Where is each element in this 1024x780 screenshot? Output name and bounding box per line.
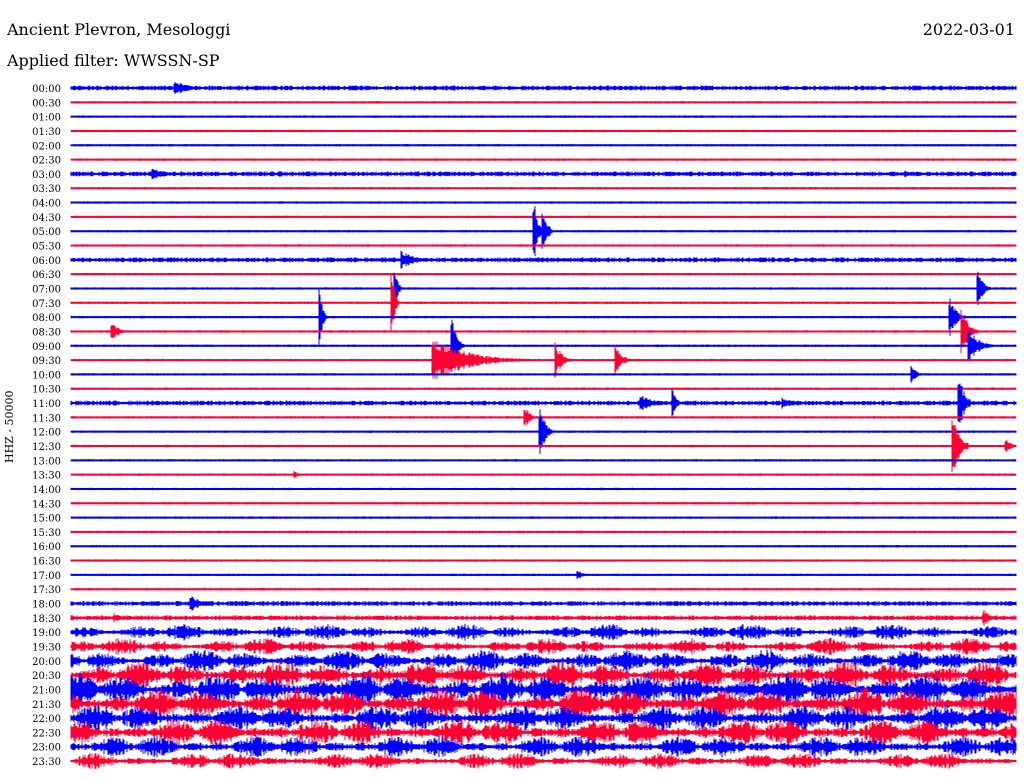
row-time-label: 16:00 <box>32 542 61 553</box>
row-time-label: 13:00 <box>32 456 61 467</box>
row-time-label: 07:00 <box>32 284 61 295</box>
row-time-label: 23:30 <box>32 757 61 768</box>
row-time-label: 17:30 <box>32 585 61 596</box>
row-time-label: 12:30 <box>32 442 61 453</box>
row-time-label: 01:00 <box>32 113 61 124</box>
row-time-label: 01:30 <box>32 127 61 138</box>
row-time-label: 16:30 <box>32 557 61 568</box>
row-time-label: 00:30 <box>32 98 61 109</box>
row-time-label: 21:00 <box>32 685 61 696</box>
row-time-label: 14:30 <box>32 499 61 510</box>
row-time-label: 07:30 <box>32 299 61 310</box>
row-time-label: 11:30 <box>32 413 61 424</box>
row-time-label: 06:00 <box>32 256 61 267</box>
row-time-label: 04:30 <box>32 213 61 224</box>
row-time-label: 12:00 <box>32 428 61 439</box>
row-time-label: 08:00 <box>32 313 61 324</box>
filter-label: Applied filter: WWSSN-SP <box>7 51 220 70</box>
date-label: 2022-03-01 <box>922 20 1015 39</box>
row-time-label: 20:00 <box>32 657 61 668</box>
row-time-label: 23:00 <box>32 743 61 754</box>
row-time-label: 09:30 <box>32 356 61 367</box>
row-time-label: 13:30 <box>32 471 61 482</box>
row-time-label: 18:30 <box>32 614 61 625</box>
row-time-label: 05:30 <box>32 242 61 253</box>
row-time-label: 08:30 <box>32 327 61 338</box>
row-time-label: 06:30 <box>32 270 61 281</box>
row-time-label: 17:00 <box>32 571 61 582</box>
row-time-label: 14:00 <box>32 485 61 496</box>
row-time-label: 10:00 <box>32 370 61 381</box>
row-time-label: 02:30 <box>32 156 61 167</box>
row-time-label: 10:30 <box>32 385 61 396</box>
row-time-label: 15:30 <box>32 528 61 539</box>
row-time-label: 04:00 <box>32 199 61 210</box>
row-time-label: 03:00 <box>32 170 61 181</box>
row-time-label: 00:00 <box>32 84 61 95</box>
row-time-label: 22:00 <box>32 714 61 725</box>
row-time-label: 02:00 <box>32 141 61 152</box>
row-time-label: 11:00 <box>32 399 61 410</box>
row-time-label: 19:30 <box>32 642 61 653</box>
row-time-label: 22:30 <box>32 728 61 739</box>
row-time-label: 19:00 <box>32 628 61 639</box>
row-time-label: 21:30 <box>32 700 61 711</box>
station-title: Ancient Plevron, Mesologgi <box>7 20 231 39</box>
row-time-label: 09:00 <box>32 342 61 353</box>
row-time-label: 18:00 <box>32 600 61 611</box>
row-time-label: 20:30 <box>32 671 61 682</box>
row-time-label: 05:00 <box>32 227 61 238</box>
row-time-label: 03:30 <box>32 184 61 195</box>
row-time-label: 15:00 <box>32 514 61 525</box>
